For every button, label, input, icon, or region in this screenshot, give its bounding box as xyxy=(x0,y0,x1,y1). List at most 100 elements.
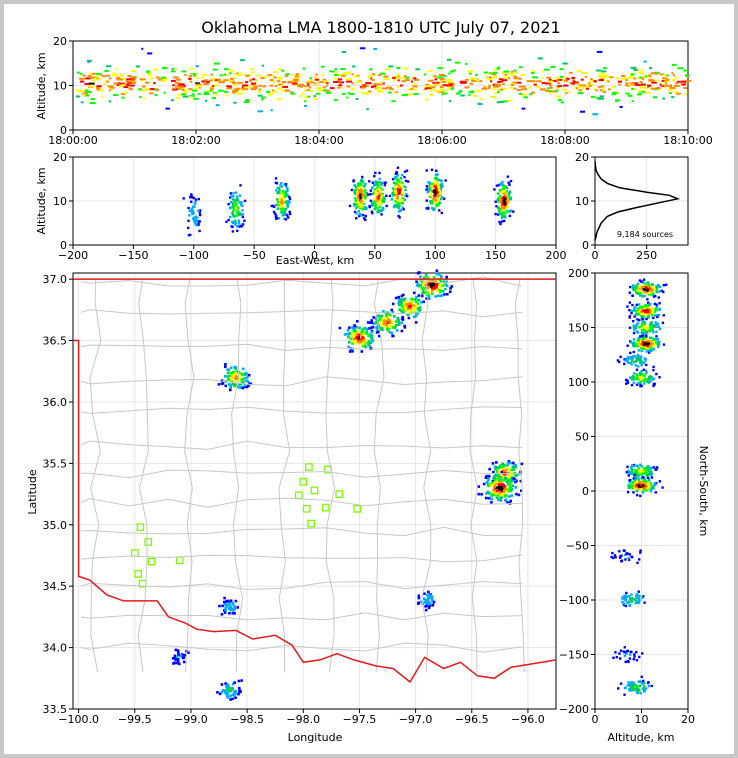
time-height-source xyxy=(439,88,444,91)
ew-source-6 xyxy=(432,197,435,200)
ew-source-7 xyxy=(504,204,507,208)
plan-source-1 xyxy=(402,298,405,302)
time-height-source xyxy=(298,85,304,88)
plan-source-5 xyxy=(501,462,504,466)
time-height-source xyxy=(129,80,133,83)
time-height-source xyxy=(183,92,187,95)
time-height-source xyxy=(271,89,275,92)
time-height-source xyxy=(484,71,488,74)
time-height-source xyxy=(551,90,558,93)
time-height-source xyxy=(545,82,551,85)
time-height-source xyxy=(633,77,637,80)
plan-source-3 xyxy=(369,347,373,350)
ew-source-0 xyxy=(194,221,197,224)
ew-source-2 xyxy=(274,204,278,207)
ns-source-6 xyxy=(647,465,650,468)
ew-source-4 xyxy=(369,193,372,196)
plan-source-2 xyxy=(384,314,388,317)
time-height-source xyxy=(487,86,491,89)
ew-source-3 xyxy=(355,206,358,210)
time-height-source xyxy=(188,77,192,80)
ew-source-7 xyxy=(493,188,496,191)
ew-source-7 xyxy=(500,206,504,210)
plan-source-2 xyxy=(390,331,394,335)
ew-source-5 xyxy=(404,185,407,189)
plan-source-6 xyxy=(497,488,501,491)
ew-source-6 xyxy=(437,183,440,187)
ns-source-11 xyxy=(617,687,620,690)
plan-source-5 xyxy=(497,470,501,474)
time-height-source xyxy=(82,92,88,95)
ns-source-7 xyxy=(633,485,637,488)
ns-source-7 xyxy=(640,488,643,491)
plan-source-8 xyxy=(417,601,420,605)
ns-source-6 xyxy=(631,464,634,468)
time-height-source xyxy=(313,98,318,101)
time-height-source xyxy=(351,82,355,85)
ew-source-5 xyxy=(403,175,406,179)
plan-source-4 xyxy=(224,362,227,366)
time-height-source xyxy=(292,82,298,85)
time-height-source xyxy=(218,81,225,84)
time-height-source xyxy=(108,89,112,92)
ns-source-6 xyxy=(651,466,654,469)
time-height-source xyxy=(659,73,664,76)
time-height-source xyxy=(521,88,528,91)
ew-source-2 xyxy=(279,205,282,208)
ew-source-6 xyxy=(434,199,437,202)
time-height-source xyxy=(291,74,295,77)
ns-source-3 xyxy=(642,337,645,340)
ns-source-0 xyxy=(653,287,657,290)
ns-source-1 xyxy=(633,307,636,310)
county-line-h-5 xyxy=(80,440,523,450)
time-height-source xyxy=(566,77,570,80)
ns-source-3 xyxy=(656,343,659,346)
ns-source-0 xyxy=(642,284,645,287)
ns-source-8 xyxy=(611,551,614,555)
ew-source-3 xyxy=(360,204,364,207)
ew-source-4 xyxy=(373,188,377,191)
lma-station-marker-11 xyxy=(144,538,153,546)
ns-source-6 xyxy=(645,466,649,469)
ew-source-3 xyxy=(357,210,361,213)
ns-source-10 xyxy=(618,657,622,660)
time-height-source xyxy=(685,79,692,82)
time-height-source xyxy=(592,113,599,116)
ew-source-4 xyxy=(372,191,376,194)
ns-source-3 xyxy=(646,339,650,343)
lma-station-marker-9 xyxy=(307,519,315,528)
plan-source-0 xyxy=(425,297,428,300)
ns-source-7 xyxy=(626,490,630,494)
ew-source-4 xyxy=(381,197,384,201)
ew-source-7 xyxy=(502,206,505,209)
ew-source-6 xyxy=(439,193,442,197)
ns-source-1 xyxy=(633,309,636,312)
plan-source-6 xyxy=(486,479,490,482)
ew-source-3 xyxy=(365,192,368,195)
time-height-source xyxy=(325,84,329,87)
plan-source-6 xyxy=(500,483,503,486)
ew-source-1 xyxy=(238,194,242,197)
ns-source-1 xyxy=(638,319,641,322)
ns-source-10 xyxy=(628,657,632,660)
plan-source-0 xyxy=(429,282,432,286)
time-height-source xyxy=(375,86,382,89)
ew-source-4 xyxy=(384,181,387,184)
ew-source-5 xyxy=(395,171,399,175)
ew-source-3 xyxy=(353,204,356,207)
ns-source-1 xyxy=(628,308,631,312)
ns-source-9 xyxy=(625,591,628,595)
time-height-source xyxy=(364,92,368,95)
ns-source-8 xyxy=(610,555,613,559)
ew-source-6 xyxy=(434,185,437,188)
ew-xtick-label: 100 xyxy=(425,249,446,262)
ew-source-1 xyxy=(232,192,235,195)
time-height-source xyxy=(236,81,242,84)
time-height-source xyxy=(598,76,601,79)
plan-source-2 xyxy=(374,317,378,320)
plan-source-8 xyxy=(427,606,431,610)
ns-source-0 xyxy=(654,289,658,292)
ew-source-3 xyxy=(354,189,357,192)
plan-source-3 xyxy=(363,343,367,347)
plan-source-4 xyxy=(234,367,237,371)
